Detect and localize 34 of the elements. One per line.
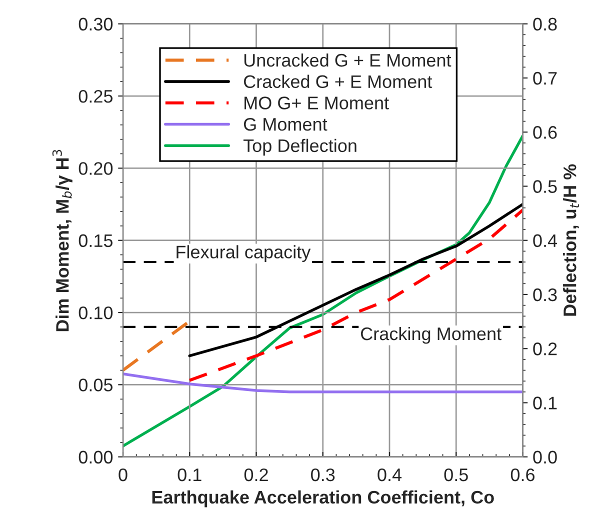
ref-line-label: Cracking Moment xyxy=(360,326,502,344)
x-axis-title: Earthquake Acceleration Coefficient, Co xyxy=(152,490,494,508)
y2-tick-label: 0.3 xyxy=(533,288,557,302)
y2-axis-title: Deflection, u$_{t}$/H % xyxy=(563,164,580,316)
y2-tick-label: 0.5 xyxy=(533,180,557,193)
x-tick-label: 0.2 xyxy=(244,468,268,482)
y2-tick-label: 0.4 xyxy=(533,234,558,248)
x-tick-label: 0.3 xyxy=(311,468,335,482)
ref-line-label: Flexural capacity xyxy=(176,245,311,262)
x-tick-label: 0 xyxy=(118,468,128,482)
y2-tick-label: 0.7 xyxy=(533,72,557,85)
y2-tick-label: 0.2 xyxy=(533,342,557,356)
y2-tick-label: 0.6 xyxy=(533,126,557,139)
legend-label: Top Deflection xyxy=(243,138,356,156)
x-tick-label: 0.5 xyxy=(444,468,468,482)
line-series xyxy=(123,372,523,394)
y-tick-label: 0.10 xyxy=(78,306,113,320)
y-tick-label: 0.15 xyxy=(78,234,113,248)
x-tick-label: 0.1 xyxy=(178,468,202,482)
y-tick-label: 0.00 xyxy=(78,450,113,464)
y2-tick-label: 0.8 xyxy=(533,18,557,31)
legend-label: Cracked G + E Moment xyxy=(244,74,432,88)
legend-label: Uncracked G + E Moment xyxy=(244,53,452,67)
legend-label: G Moment xyxy=(244,118,328,131)
y2-tick-label: 0.0 xyxy=(533,450,557,464)
x-tick-label: 0.6 xyxy=(510,468,535,482)
legend-label: MO G+ E Moment xyxy=(244,96,389,110)
y-tick-label: 0.25 xyxy=(78,90,113,103)
y2-tick-label: 0.1 xyxy=(533,396,557,410)
x-tick-label: 0.4 xyxy=(378,468,402,482)
y-axis-title: Dim Moment, M$_{b}$/γ H$^{3}$ xyxy=(52,150,72,332)
y-tick-label: 0.20 xyxy=(78,162,113,175)
y-tick-label: 0.05 xyxy=(78,378,113,392)
y-tick-label: 0.30 xyxy=(78,18,113,31)
